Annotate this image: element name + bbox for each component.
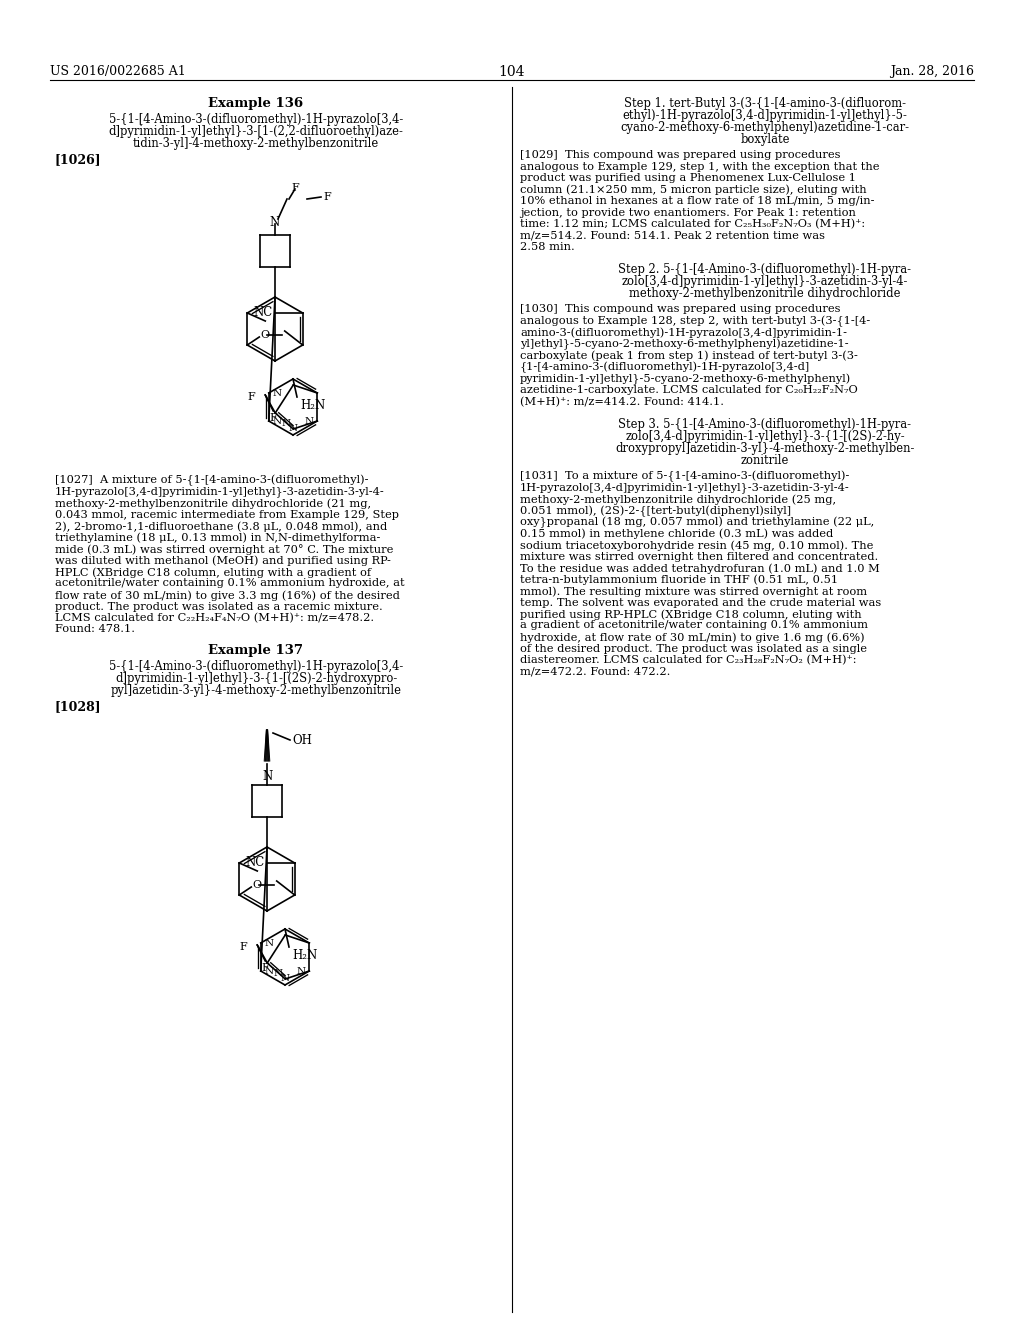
Text: [1031]  To a mixture of 5-{1-[4-amino-3-(difluoromethyl)-: [1031] To a mixture of 5-{1-[4-amino-3-(… [520, 471, 849, 482]
Text: H₂N: H₂N [292, 949, 317, 962]
Text: [1027]  A mixture of 5-{1-[4-amino-3-(difluoromethyl)-: [1027] A mixture of 5-{1-[4-amino-3-(dif… [55, 475, 369, 486]
Text: N: N [289, 424, 298, 433]
Text: 5-{1-[4-Amino-3-(difluoromethyl)-1H-pyrazolo[3,4-: 5-{1-[4-Amino-3-(difluoromethyl)-1H-pyra… [109, 660, 403, 673]
Text: HPLC (XBridge C18 column, eluting with a gradient of: HPLC (XBridge C18 column, eluting with a… [55, 568, 371, 578]
Text: purified using RP-HPLC (XBridge C18 column, eluting with: purified using RP-HPLC (XBridge C18 colu… [520, 609, 861, 619]
Text: 1H-pyrazolo[3,4-d]pyrimidin-1-yl]ethyl}-3-azetidin-3-yl-4-: 1H-pyrazolo[3,4-d]pyrimidin-1-yl]ethyl}-… [520, 483, 850, 494]
Text: 0.15 mmol) in methylene chloride (0.3 mL) was added: 0.15 mmol) in methylene chloride (0.3 mL… [520, 528, 834, 539]
Text: Step 1. tert-Butyl 3-(3-{1-[4-amino-3-(difluorom-: Step 1. tert-Butyl 3-(3-{1-[4-amino-3-(d… [624, 96, 906, 110]
Text: 2), 2-bromo-1,1-difluoroethane (3.8 μL, 0.048 mmol), and: 2), 2-bromo-1,1-difluoroethane (3.8 μL, … [55, 521, 387, 532]
Text: methoxy-2-methylbenzonitrile dihydrochloride: methoxy-2-methylbenzonitrile dihydrochlo… [630, 288, 901, 301]
Text: d]pyrimidin-1-yl]ethyl}-3-[1-(2,2-difluoroethyl)aze-: d]pyrimidin-1-yl]ethyl}-3-[1-(2,2-difluo… [109, 125, 403, 139]
Text: (M+H)⁺: m/z=414.2. Found: 414.1.: (M+H)⁺: m/z=414.2. Found: 414.1. [520, 396, 724, 407]
Text: US 2016/0022685 A1: US 2016/0022685 A1 [50, 65, 185, 78]
Text: analogous to Example 129, step 1, with the exception that the: analogous to Example 129, step 1, with t… [520, 161, 880, 172]
Text: diastereomer. LCMS calculated for C₂₃H₂₈F₂N₇O₂ (M+H)⁺:: diastereomer. LCMS calculated for C₂₃H₂₈… [520, 655, 856, 665]
Text: oxy}propanal (18 mg, 0.057 mmol) and triethylamine (22 μL,: oxy}propanal (18 mg, 0.057 mmol) and tri… [520, 517, 874, 528]
Text: analogous to Example 128, step 2, with tert-butyl 3-(3-{1-[4-: analogous to Example 128, step 2, with t… [520, 315, 870, 327]
Text: was diluted with methanol (MeOH) and purified using RP-: was diluted with methanol (MeOH) and pur… [55, 556, 391, 566]
Text: NC: NC [246, 857, 265, 870]
Text: NC: NC [254, 306, 272, 319]
Text: a gradient of acetonitrile/water containing 0.1% ammonium: a gradient of acetonitrile/water contain… [520, 620, 868, 631]
Text: mide (0.3 mL) was stirred overnight at 70° C. The mixture: mide (0.3 mL) was stirred overnight at 7… [55, 544, 393, 554]
Text: 10% ethanol in hexanes at a flow rate of 18 mL/min, 5 mg/in-: 10% ethanol in hexanes at a flow rate of… [520, 195, 874, 206]
Text: {1-[4-amino-3-(difluoromethyl)-1H-pyrazolo[3,4-d]: {1-[4-amino-3-(difluoromethyl)-1H-pyrazo… [520, 362, 810, 374]
Text: Found: 478.1.: Found: 478.1. [55, 624, 135, 635]
Text: mmol). The resulting mixture was stirred overnight at room: mmol). The resulting mixture was stirred… [520, 586, 867, 597]
Text: N: N [272, 417, 282, 425]
Text: of the desired product. The product was isolated as a single: of the desired product. The product was … [520, 644, 867, 653]
Text: triethylamine (18 μL, 0.13 mmol) in N,N-dimethylforma-: triethylamine (18 μL, 0.13 mmol) in N,N-… [55, 532, 380, 543]
Text: amino-3-(difluoromethyl)-1H-pyrazolo[3,4-d]pyrimidin-1-: amino-3-(difluoromethyl)-1H-pyrazolo[3,4… [520, 327, 847, 338]
Text: N: N [263, 770, 273, 783]
Text: flow rate of 30 mL/min) to give 3.3 mg (16%) of the desired: flow rate of 30 mL/min) to give 3.3 mg (… [55, 590, 400, 601]
Text: d]pyrimidin-1-yl]ethyl}-3-{1-[(2S)-2-hydroxypro-: d]pyrimidin-1-yl]ethyl}-3-{1-[(2S)-2-hyd… [115, 672, 397, 685]
Text: pyl]azetidin-3-yl}-4-methoxy-2-methylbenzonitrile: pyl]azetidin-3-yl}-4-methoxy-2-methylben… [111, 684, 401, 697]
Text: H₂N: H₂N [300, 399, 326, 412]
Text: droxypropyl]azetidin-3-yl}-4-methoxy-2-methylben-: droxypropyl]azetidin-3-yl}-4-methoxy-2-m… [615, 442, 914, 455]
Text: m/z=514.2. Found: 514.1. Peak 2 retention time was: m/z=514.2. Found: 514.1. Peak 2 retentio… [520, 231, 825, 240]
Text: [1029]  This compound was prepared using procedures: [1029] This compound was prepared using … [520, 150, 841, 160]
Text: boxylate: boxylate [740, 133, 790, 147]
Text: LCMS calculated for C₂₂H₂₄F₄N₇O (M+H)⁺: m/z=478.2.: LCMS calculated for C₂₂H₂₄F₄N₇O (M+H)⁺: … [55, 612, 374, 623]
Text: Example 136: Example 136 [209, 96, 303, 110]
Text: 2.58 min.: 2.58 min. [520, 242, 574, 252]
Text: pyrimidin-1-yl]ethyl}-5-cyano-2-methoxy-6-methylphenyl): pyrimidin-1-yl]ethyl}-5-cyano-2-methoxy-… [520, 374, 851, 385]
Text: methoxy-2-methylbenzonitrile dihydrochloride (25 mg,: methoxy-2-methylbenzonitrile dihydrochlo… [520, 494, 837, 504]
Text: 1H-pyrazolo[3,4-d]pyrimidin-1-yl]ethyl}-3-azetidin-3-yl-4-: 1H-pyrazolo[3,4-d]pyrimidin-1-yl]ethyl}-… [55, 487, 385, 498]
Text: m/z=472.2. Found: 472.2.: m/z=472.2. Found: 472.2. [520, 667, 671, 676]
Text: N: N [304, 417, 313, 425]
Text: zolo[3,4-d]pyrimidin-1-yl]ethyl}-3-azetidin-3-yl-4-: zolo[3,4-d]pyrimidin-1-yl]ethyl}-3-azeti… [622, 276, 908, 289]
Text: F: F [240, 942, 247, 952]
Text: Step 3. 5-{1-[4-Amino-3-(difluoromethyl)-1H-pyra-: Step 3. 5-{1-[4-Amino-3-(difluoromethyl)… [618, 418, 911, 432]
Text: [1030]  This compound was prepared using procedures: [1030] This compound was prepared using … [520, 305, 841, 314]
Text: 0.051 mmol), (2S)-2-{[tert-butyl(diphenyl)silyl]: 0.051 mmol), (2S)-2-{[tert-butyl(dipheny… [520, 506, 792, 517]
Text: cyano-2-methoxy-6-methylphenyl)azetidine-1-car-: cyano-2-methoxy-6-methylphenyl)azetidine… [621, 121, 909, 135]
Text: F: F [291, 183, 299, 193]
Text: azetidine-1-carboxylate. LCMS calculated for C₂₀H₂₂F₂N₇O: azetidine-1-carboxylate. LCMS calculated… [520, 385, 858, 395]
Text: zonitrile: zonitrile [740, 454, 790, 467]
Text: [1026]: [1026] [55, 153, 101, 166]
Text: 5-{1-[4-Amino-3-(difluoromethyl)-1H-pyrazolo[3,4-: 5-{1-[4-Amino-3-(difluoromethyl)-1H-pyra… [109, 114, 403, 125]
Text: tetra-n-butylammonium fluoride in THF (0.51 mL, 0.51: tetra-n-butylammonium fluoride in THF (0… [520, 574, 838, 585]
Text: O: O [252, 880, 261, 890]
Text: hydroxide, at flow rate of 30 mL/min) to give 1.6 mg (6.6%): hydroxide, at flow rate of 30 mL/min) to… [520, 632, 864, 643]
Text: Example 137: Example 137 [209, 644, 303, 657]
Text: ethyl)-1H-pyrazolo[3,4-d]pyrimidin-1-yl]ethyl}-5-: ethyl)-1H-pyrazolo[3,4-d]pyrimidin-1-yl]… [623, 110, 907, 121]
Text: yl]ethyl}-5-cyano-2-methoxy-6-methylphenyl)azetidine-1-: yl]ethyl}-5-cyano-2-methoxy-6-methylphen… [520, 339, 849, 350]
Text: N: N [296, 966, 305, 975]
Text: N: N [282, 418, 290, 428]
Text: column (21.1×250 mm, 5 micron particle size), eluting with: column (21.1×250 mm, 5 micron particle s… [520, 185, 866, 195]
Text: F: F [269, 413, 278, 422]
Text: tidin-3-yl]-4-methoxy-2-methylbenzonitrile: tidin-3-yl]-4-methoxy-2-methylbenzonitri… [133, 137, 379, 150]
Text: N: N [281, 974, 290, 983]
Text: zolo[3,4-d]pyrimidin-1-yl]ethyl}-3-{1-[(2S)-2-hy-: zolo[3,4-d]pyrimidin-1-yl]ethyl}-3-{1-[(… [626, 430, 905, 444]
Text: [1028]: [1028] [55, 700, 101, 713]
Text: N: N [272, 388, 282, 397]
Text: jection, to provide two enantiomers. For Peak 1: retention: jection, to provide two enantiomers. For… [520, 207, 856, 218]
Text: methoxy-2-methylbenzonitrile dihydrochloride (21 mg,: methoxy-2-methylbenzonitrile dihydrochlo… [55, 498, 371, 508]
Text: 104: 104 [499, 65, 525, 79]
Text: N: N [265, 966, 273, 975]
Text: mixture was stirred overnight then filtered and concentrated.: mixture was stirred overnight then filte… [520, 552, 879, 561]
Text: OH: OH [292, 734, 312, 747]
Text: sodium triacetoxyborohydride resin (45 mg, 0.10 mmol). The: sodium triacetoxyborohydride resin (45 m… [520, 540, 873, 550]
Text: Jan. 28, 2016: Jan. 28, 2016 [890, 65, 974, 78]
Text: N: N [265, 939, 273, 948]
Text: N: N [270, 216, 281, 228]
Text: O: O [260, 330, 269, 341]
Text: product was purified using a Phenomenex Lux-Cellulose 1: product was purified using a Phenomenex … [520, 173, 856, 183]
Text: carboxylate (peak 1 from step 1) instead of tert-butyl 3-(3-: carboxylate (peak 1 from step 1) instead… [520, 351, 858, 362]
Text: To the residue was added tetrahydrofuran (1.0 mL) and 1.0 M: To the residue was added tetrahydrofuran… [520, 564, 880, 574]
Text: F: F [261, 964, 269, 973]
Text: temp. The solvent was evaporated and the crude material was: temp. The solvent was evaporated and the… [520, 598, 882, 607]
Text: acetonitrile/water containing 0.1% ammonium hydroxide, at: acetonitrile/water containing 0.1% ammon… [55, 578, 404, 589]
Text: Step 2. 5-{1-[4-Amino-3-(difluoromethyl)-1H-pyra-: Step 2. 5-{1-[4-Amino-3-(difluoromethyl)… [618, 264, 911, 276]
Text: F: F [248, 392, 255, 403]
Text: 0.043 mmol, racemic intermediate from Example 129, Step: 0.043 mmol, racemic intermediate from Ex… [55, 510, 399, 520]
Text: time: 1.12 min; LCMS calculated for C₂₅H₃₀F₂N₇O₃ (M+H)⁺:: time: 1.12 min; LCMS calculated for C₂₅H… [520, 219, 865, 230]
Text: N: N [273, 969, 283, 978]
Text: product. The product was isolated as a racemic mixture.: product. The product was isolated as a r… [55, 602, 383, 611]
Text: F: F [323, 191, 331, 202]
